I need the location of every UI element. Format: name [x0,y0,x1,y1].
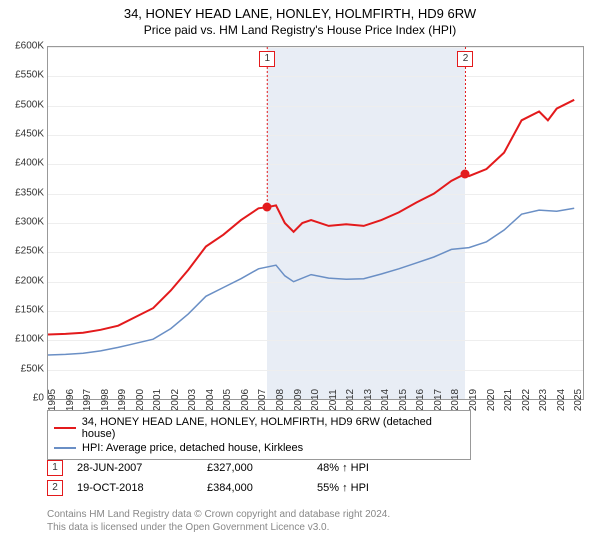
sale-marker-box: 1 [259,51,275,67]
x-axis-tick: 2021 [503,389,514,411]
legend-swatch [54,447,76,449]
sale-dot [461,169,470,178]
sale-date: 28-JUN-2007 [77,462,207,474]
x-axis-tick: 2014 [380,389,391,411]
y-axis-tick: £150K [15,305,44,316]
x-axis-tick: 2002 [170,389,181,411]
x-axis-tick: 1997 [82,389,93,411]
chart-subtitle: Price paid vs. HM Land Registry's House … [0,21,600,41]
x-axis-tick: 2008 [275,389,286,411]
y-axis-tick: £300K [15,217,44,228]
sale-date: 19-OCT-2018 [77,482,207,494]
footnote-line: This data is licensed under the Open Gov… [47,521,390,534]
x-axis-tick: 2015 [398,389,409,411]
y-axis-tick: £600K [15,41,44,52]
sale-dot [263,203,272,212]
x-axis-tick: 2010 [310,389,321,411]
y-axis-tick: £0 [33,393,44,404]
sale-pct: 55% ↑ HPI [317,482,427,494]
x-axis-tick: 2023 [538,389,549,411]
x-axis-tick: 1999 [117,389,128,411]
x-axis-tick: 2013 [363,389,374,411]
chart-lines [48,47,583,399]
legend-item: 34, HONEY HEAD LANE, HONLEY, HOLMFIRTH, … [54,415,464,441]
x-axis-tick: 2019 [468,389,479,411]
x-axis-tick: 2009 [293,389,304,411]
x-axis-tick: 2005 [222,389,233,411]
y-axis-tick: £400K [15,158,44,169]
x-axis-tick: 2006 [240,389,251,411]
legend: 34, HONEY HEAD LANE, HONLEY, HOLMFIRTH, … [47,410,471,460]
x-axis-tick: 2016 [415,389,426,411]
sale-row: 2 19-OCT-2018 £384,000 55% ↑ HPI [47,478,427,498]
legend-item: HPI: Average price, detached house, Kirk… [54,441,464,455]
sales-table: 1 28-JUN-2007 £327,000 48% ↑ HPI 2 19-OC… [47,458,427,498]
sale-pct: 48% ↑ HPI [317,462,427,474]
x-axis-tick: 2012 [345,389,356,411]
x-axis-tick: 2004 [205,389,216,411]
x-axis-tick: 2024 [556,389,567,411]
chart-plot-area: 12 [47,46,584,400]
x-axis-tick: 2003 [187,389,198,411]
x-axis-tick: 2018 [450,389,461,411]
sale-marker-icon: 2 [47,480,63,496]
y-axis-tick: £200K [15,275,44,286]
x-axis-tick: 1995 [47,389,58,411]
x-axis-tick: 2022 [521,389,532,411]
y-axis-tick: £50K [21,363,44,374]
x-axis-tick: 2011 [328,389,339,411]
legend-label: HPI: Average price, detached house, Kirk… [82,442,303,454]
legend-label: 34, HONEY HEAD LANE, HONLEY, HOLMFIRTH, … [82,416,464,440]
x-axis-tick: 2000 [135,389,146,411]
x-axis-tick: 2025 [573,389,584,411]
x-axis-tick: 2020 [486,389,497,411]
y-axis-tick: £250K [15,246,44,257]
x-axis-tick: 2001 [152,389,163,411]
y-axis-tick: £350K [15,187,44,198]
footnote: Contains HM Land Registry data © Crown c… [47,508,390,534]
sale-marker-box: 2 [457,51,473,67]
x-axis-tick: 1996 [65,389,76,411]
sale-row: 1 28-JUN-2007 £327,000 48% ↑ HPI [47,458,427,478]
y-axis-tick: £450K [15,129,44,140]
y-axis-tick: £500K [15,99,44,110]
chart-title: 34, HONEY HEAD LANE, HONLEY, HOLMFIRTH, … [0,0,600,21]
sale-marker-icon: 1 [47,460,63,476]
legend-swatch [54,427,76,429]
sale-price: £384,000 [207,482,317,494]
y-axis-tick: £100K [15,334,44,345]
y-axis-tick: £550K [15,70,44,81]
x-axis-tick: 2017 [433,389,444,411]
footnote-line: Contains HM Land Registry data © Crown c… [47,508,390,521]
sale-price: £327,000 [207,462,317,474]
x-axis-tick: 1998 [100,389,111,411]
x-axis-tick: 2007 [257,389,268,411]
